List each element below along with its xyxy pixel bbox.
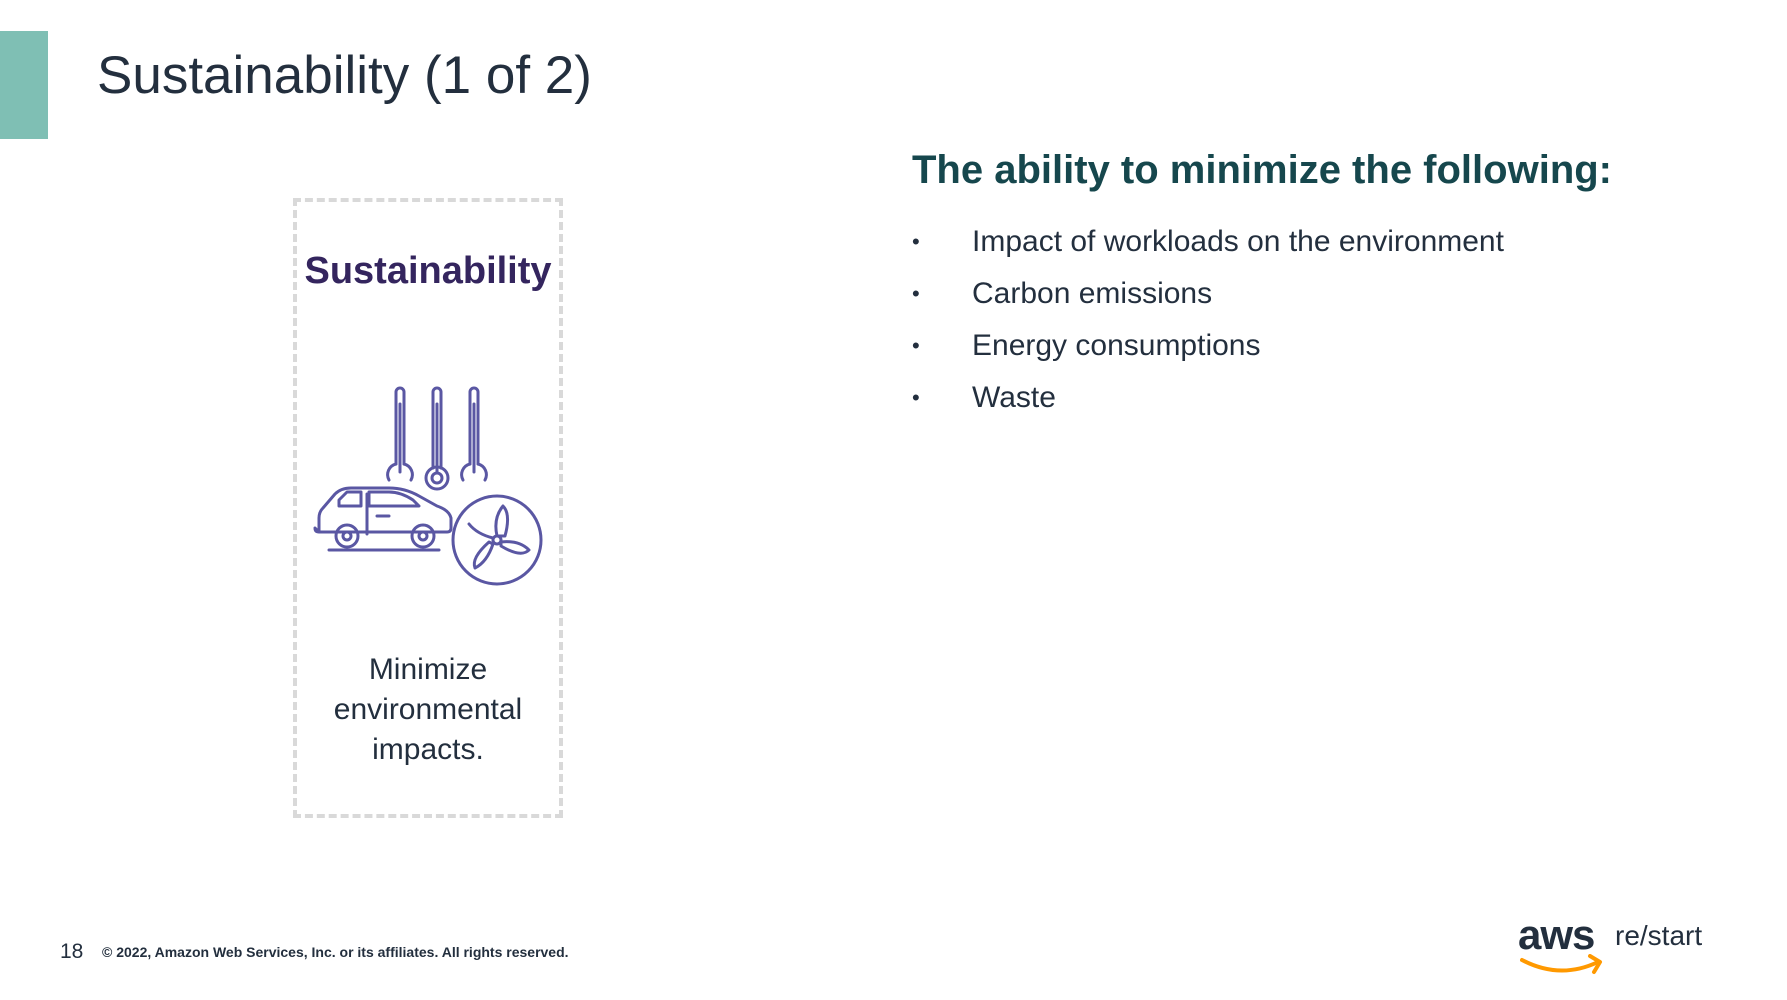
restart-label: re/start bbox=[1615, 920, 1703, 951]
list-item: • Impact of workloads on the environment bbox=[912, 216, 1504, 268]
pillar-card: Sustainability Minimize en bbox=[293, 198, 563, 818]
list-item: • Carbon emissions bbox=[912, 268, 1504, 320]
pillar-caption-line: Minimize bbox=[368, 653, 488, 686]
pillar-caption-line: impacts. bbox=[372, 733, 484, 766]
slide-title: Sustainability (1 of 2) bbox=[97, 46, 592, 105]
bullet-icon: • bbox=[912, 385, 920, 410]
copyright-notice: © 2022, Amazon Web Services, Inc. or its… bbox=[102, 944, 569, 960]
title-accent-bar bbox=[0, 31, 48, 139]
list-item-text: Carbon emissions bbox=[972, 277, 1213, 310]
list-item-text: Energy consumptions bbox=[972, 329, 1261, 362]
bullet-icon: • bbox=[912, 333, 920, 358]
list-item: • Waste bbox=[912, 372, 1504, 424]
bullet-icon: • bbox=[912, 229, 920, 254]
aws-smile-icon bbox=[1520, 954, 1602, 974]
page-number: 18 bbox=[60, 940, 84, 963]
bullet-icon: • bbox=[912, 281, 920, 306]
definition-bullet-list: • Impact of workloads on the environment… bbox=[912, 216, 1504, 424]
thermometers-car-fan-icon bbox=[313, 386, 543, 586]
list-item: • Energy consumptions bbox=[912, 320, 1504, 372]
aws-logo: aws bbox=[1518, 910, 1614, 978]
pillar-caption-line: environmental bbox=[333, 693, 523, 726]
aws-wordmark: aws bbox=[1518, 911, 1595, 958]
list-item-text: Impact of workloads on the environment bbox=[972, 225, 1504, 258]
definition-heading: The ability to minimize the following: bbox=[912, 148, 1612, 192]
list-item-text: Waste bbox=[972, 381, 1056, 414]
pillar-heading: Sustainability bbox=[304, 250, 552, 292]
pillar-caption: Minimize environmental impacts. bbox=[297, 650, 559, 770]
